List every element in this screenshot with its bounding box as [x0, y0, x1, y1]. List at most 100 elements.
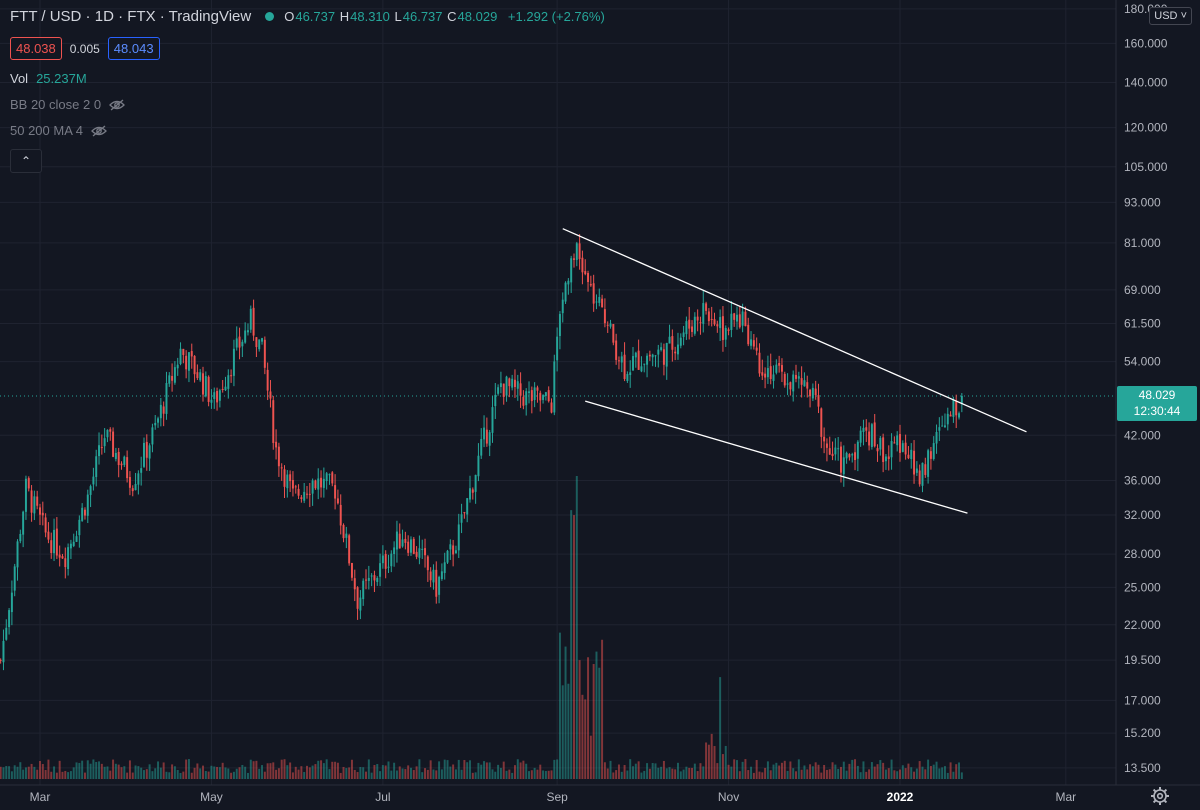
volume-bar [202, 765, 204, 779]
candle-body [381, 555, 384, 564]
indicator-name: BB 20 close 2 0 [10, 97, 102, 112]
candle-body [457, 524, 460, 551]
candle-body [258, 339, 261, 350]
candle-body [837, 448, 840, 450]
candle-body [128, 477, 131, 488]
volume-bar [19, 762, 22, 779]
price-tick-label: 17.000 [1124, 693, 1161, 707]
candle-body [289, 474, 292, 482]
high-value: 48.310 [350, 9, 390, 24]
volume-bar [36, 769, 39, 779]
indicator-moving-average[interactable]: 50 200 MA 4 [10, 123, 107, 138]
volume-bar [381, 765, 384, 779]
candle-body [814, 388, 817, 396]
candle-body [499, 383, 502, 388]
price-axis[interactable]: 180.000160.000140.000120.000105.00093.00… [1124, 2, 1168, 775]
eye-off-icon[interactable] [91, 125, 107, 137]
candle-body [809, 389, 812, 397]
volume-bar [879, 760, 882, 779]
volume-bar [803, 765, 806, 779]
candle-body [401, 539, 404, 547]
time-axis[interactable]: Mar May Jul Sep Nov 2022 Mar [30, 790, 1076, 804]
candle-body [780, 365, 783, 372]
candle-body [750, 339, 753, 346]
candle-body [629, 372, 632, 375]
last-price-label: 48.029 12:30:44 [1117, 386, 1197, 421]
volume-bar [851, 759, 854, 779]
candle-body [362, 580, 365, 600]
currency-selector[interactable]: USD ˅ [1149, 7, 1192, 25]
candle-body [567, 280, 570, 285]
volume-bar [634, 763, 637, 779]
indicator-volume[interactable]: Vol 25.237M [10, 71, 87, 86]
trendline[interactable] [585, 400, 968, 514]
candle-body [553, 361, 556, 413]
time-tick-label: Mar [1055, 790, 1076, 804]
volume-bar [322, 763, 325, 779]
volume-bar [654, 763, 657, 779]
symbol-name[interactable]: FTT / USD [10, 8, 82, 25]
candle-body [716, 324, 719, 327]
candle-body [876, 448, 879, 452]
buy-price-button[interactable]: 48.043 [107, 37, 160, 60]
candle-body [924, 464, 927, 475]
volume-bar [558, 632, 561, 779]
symbol-title[interactable]: FTT / USD · 1D · FTX · TradingView [10, 8, 252, 25]
candle-body [148, 445, 151, 459]
candle-body [342, 524, 345, 539]
last-price-value: 48.029 [1138, 388, 1176, 402]
interval-label[interactable]: 1D [94, 8, 114, 25]
trendlines[interactable] [562, 228, 1027, 514]
candle-body [865, 427, 868, 431]
sell-price-button[interactable]: 48.038 [10, 37, 62, 60]
candle-body [910, 449, 913, 460]
candle-body [395, 531, 398, 550]
volume-bar [665, 768, 668, 779]
candle-body [373, 575, 376, 581]
volume-bar [839, 766, 842, 779]
candle-body [946, 413, 949, 425]
gear-icon[interactable] [1150, 786, 1170, 806]
time-tick-label: Jul [375, 790, 390, 804]
volume-bar [320, 760, 323, 779]
candle-body [705, 303, 708, 311]
volume-bar [162, 762, 165, 779]
indicator-bollinger[interactable]: BB 20 close 2 0 [10, 97, 125, 112]
candle-body [126, 457, 129, 479]
volume-bar [544, 770, 547, 779]
price-tick-label: 36.000 [1124, 473, 1161, 487]
volume-bar [730, 766, 733, 779]
candle-body [938, 427, 941, 431]
candle-body [452, 545, 455, 555]
volume-bar [98, 761, 101, 779]
volume-bar [814, 762, 817, 779]
eye-off-icon[interactable] [109, 99, 125, 111]
volume-bar [783, 760, 786, 779]
volume-bar [497, 764, 500, 779]
volume-bar [81, 760, 84, 779]
candle-body [409, 539, 412, 553]
candle-body [907, 454, 910, 459]
candle-body [825, 443, 828, 448]
candle-body [75, 536, 78, 542]
candle-body [204, 376, 207, 397]
candle-body [376, 578, 379, 582]
volume-bar [640, 772, 643, 779]
volume-bar [958, 762, 961, 779]
candle-body [839, 446, 842, 473]
candle-body [418, 548, 421, 558]
volume-bar [668, 767, 671, 779]
price-tick-label: 15.200 [1124, 726, 1161, 740]
candle-body [685, 321, 688, 335]
candle-body [882, 437, 885, 462]
candle-body [2, 640, 5, 663]
candle-body [224, 386, 227, 391]
volume-bar [86, 760, 89, 779]
candle-body [89, 486, 92, 495]
trendline[interactable] [562, 228, 1027, 433]
candle-body [291, 480, 294, 489]
volume-bar [443, 759, 446, 779]
collapse-legend-button[interactable]: ⌃ [10, 149, 42, 173]
volume-bar [466, 762, 469, 779]
